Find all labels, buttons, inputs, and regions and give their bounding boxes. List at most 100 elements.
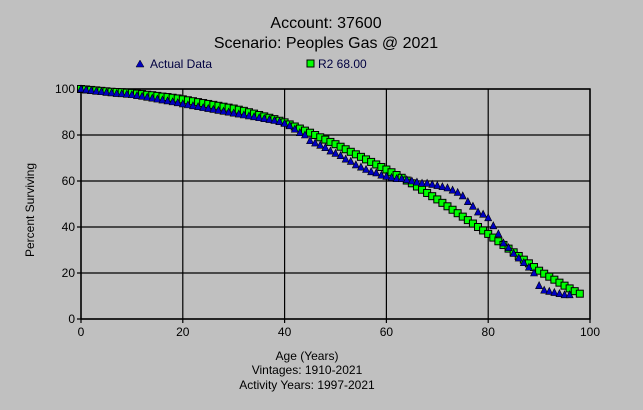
actual-point-triangle <box>351 160 360 169</box>
actual-point-triangle <box>204 103 213 112</box>
actual-point-triangle <box>82 85 91 94</box>
actual-point-triangle <box>239 110 248 119</box>
actual-point-triangle <box>474 207 483 216</box>
actual-point-triangle <box>509 248 518 257</box>
y-tick-label: 20 <box>62 266 76 280</box>
actual-point-triangle <box>275 116 284 125</box>
actual-point-triangle <box>199 102 208 111</box>
grid <box>77 88 591 323</box>
actual-point-triangle <box>524 262 533 271</box>
actual-point-triangle <box>545 286 554 295</box>
x-tick-label: 40 <box>278 325 292 339</box>
y-tick-label: 60 <box>62 174 76 188</box>
actual-point-triangle <box>412 177 421 186</box>
actual-point-triangle <box>362 164 371 173</box>
actual-point-triangle <box>550 287 559 296</box>
x-tick-label: 0 <box>78 325 85 339</box>
actual-point-triangle <box>133 90 141 99</box>
actual-point-triangle <box>387 172 396 181</box>
actual-point-triangle <box>97 87 106 96</box>
actual-point-triangle <box>407 176 416 185</box>
actual-point-triangle <box>163 96 172 105</box>
plot-frame <box>80 88 591 320</box>
actual-point-triangle <box>87 85 96 94</box>
actual-point-triangle <box>402 175 411 184</box>
actual-point-triangle <box>260 113 269 122</box>
actual-point-triangle <box>367 167 376 176</box>
actual-point-triangle <box>92 86 101 95</box>
actual-point-triangle <box>214 105 223 114</box>
fit-point-square <box>575 289 584 298</box>
actual-point-triangle <box>504 243 513 251</box>
actual-point-triangle <box>102 87 111 96</box>
actual-point-triangle <box>463 197 472 205</box>
actual-point-triangle <box>514 253 523 262</box>
actual-point-triangle <box>219 106 228 115</box>
actual-point-triangle <box>224 107 233 116</box>
y-tick-label: 0 <box>68 312 75 326</box>
y-tick-label: 80 <box>62 128 76 142</box>
axis-ticks: 0 20 40 60 80 100 0 20 40 60 80 100 <box>55 82 600 339</box>
actual-point-triangle <box>250 112 259 121</box>
y-tick-label: 100 <box>55 82 75 96</box>
legend-square-icon <box>306 59 315 68</box>
actual-point-triangle <box>397 174 406 182</box>
actual-point-triangle <box>244 111 253 120</box>
actual-point-triangle <box>484 213 493 222</box>
actual-point-triangle <box>280 118 289 127</box>
actual-point-triangle <box>392 174 401 182</box>
actual-point-triangle <box>117 89 126 98</box>
actual-point-triangle <box>143 92 152 101</box>
x-tick-label: 80 <box>482 325 496 339</box>
legend-label-actual: Actual Data <box>150 57 212 71</box>
actual-point-triangle <box>183 100 192 109</box>
actual-point-triangle <box>433 180 442 189</box>
actual-point-triangle <box>346 156 355 165</box>
footnote-vintages: Vintages: 1910-2021 <box>252 363 363 377</box>
actual-point-triangle <box>356 162 365 171</box>
actual-point-triangle <box>107 88 116 97</box>
actual-point-triangle <box>306 136 315 145</box>
actual-point-triangle <box>77 84 85 93</box>
series-fit <box>77 85 584 298</box>
x-tick-label: 100 <box>580 325 600 339</box>
actual-point-triangle <box>479 209 488 218</box>
chart-title: Account: 37600 <box>270 15 381 32</box>
actual-point-triangle <box>560 290 569 299</box>
actual-point-triangle <box>290 124 299 133</box>
actual-point-triangle <box>153 94 162 103</box>
actual-point-triangle <box>372 168 381 177</box>
actual-point-triangle <box>428 179 437 188</box>
legend-triangle-icon <box>135 59 145 68</box>
actual-point-triangle <box>234 109 243 118</box>
actual-point-triangle <box>499 238 508 247</box>
actual-point-triangle <box>168 97 177 106</box>
actual-point-triangle <box>423 178 432 187</box>
actual-point-triangle <box>209 104 218 113</box>
actual-point-triangle <box>555 289 564 298</box>
actual-point-triangle <box>316 140 325 149</box>
legend-label-fit: R2 68.00 <box>318 57 367 71</box>
actual-point-triangle <box>448 185 457 194</box>
actual-point-triangle <box>194 102 203 111</box>
actual-point-triangle <box>468 201 477 210</box>
actual-point-triangle <box>173 98 182 107</box>
actual-point-triangle <box>158 95 167 104</box>
actual-point-triangle <box>336 151 345 159</box>
actual-point-triangle <box>326 146 335 155</box>
actual-point-triangle <box>321 142 330 151</box>
actual-point-triangle <box>138 91 147 100</box>
chart-subtitle: Scenario: Peoples Gas @ 2021 <box>214 35 438 52</box>
actual-point-triangle <box>494 229 503 238</box>
actual-point-triangle <box>229 108 238 117</box>
series-actual <box>77 84 574 299</box>
actual-point-triangle <box>331 148 340 157</box>
actual-point-triangle <box>453 187 462 196</box>
actual-point-triangle <box>295 128 304 136</box>
actual-point-triangle <box>382 171 391 180</box>
actual-point-triangle <box>530 268 538 277</box>
actual-point-triangle <box>535 280 544 289</box>
actual-point-triangle <box>178 99 187 108</box>
actual-point-triangle <box>341 154 350 163</box>
